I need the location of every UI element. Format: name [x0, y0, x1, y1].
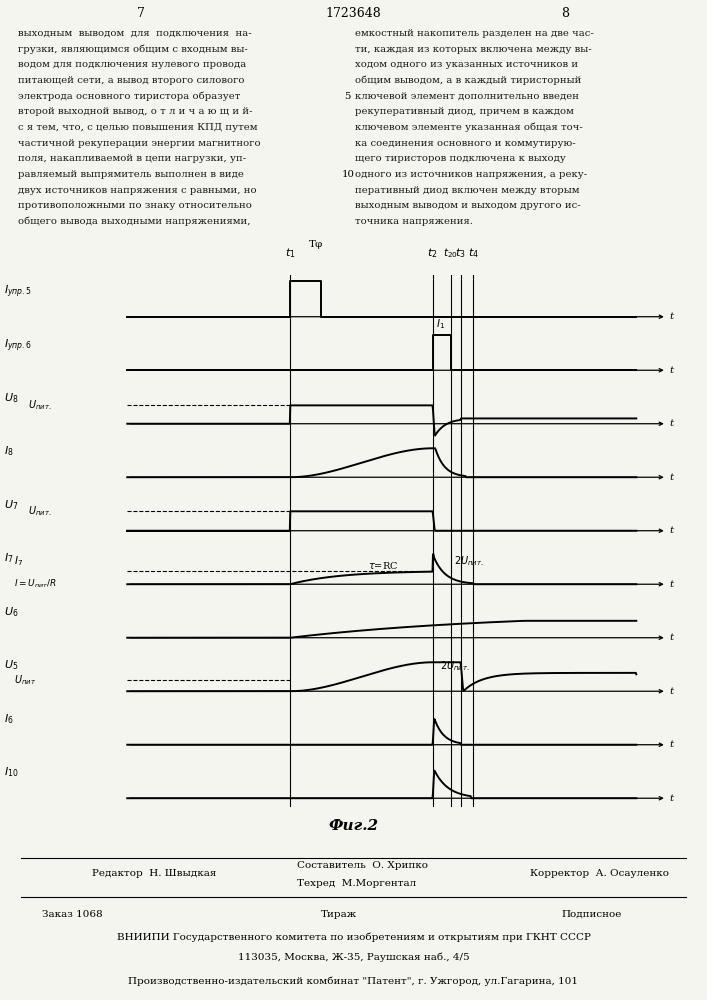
Text: $t_4$: $t_4$ [468, 246, 479, 260]
Text: t: t [670, 526, 674, 535]
Text: Tφ: Tφ [309, 240, 323, 249]
Text: Техред  М.Моргентал: Техред М.Моргентал [297, 879, 416, 888]
Text: ходом одного из указанных источников и: ходом одного из указанных источников и [355, 60, 578, 69]
Text: t: t [670, 473, 674, 482]
Text: $I_{упр.5}$: $I_{упр.5}$ [4, 284, 32, 300]
Text: $2U_{пит.}$: $2U_{пит.}$ [454, 554, 484, 568]
Text: $t_2$: $t_2$ [428, 246, 438, 260]
Text: ка соединения основного и коммутирую-: ка соединения основного и коммутирую- [355, 139, 575, 148]
Text: поля, накапливаемой в цепи нагрузки, уп-: поля, накапливаемой в цепи нагрузки, уп- [18, 154, 246, 163]
Text: двух источников напряжения с равными, но: двух источников напряжения с равными, но [18, 186, 257, 195]
Text: $U_6$: $U_6$ [4, 605, 18, 619]
Text: t: t [670, 580, 674, 589]
Text: Тираж: Тираж [321, 910, 358, 919]
Text: питающей сети, а вывод второго силового: питающей сети, а вывод второго силового [18, 76, 244, 85]
Text: Фиг.2: Фиг.2 [329, 819, 378, 833]
Text: щего тиристоров подключена к выходу: щего тиристоров подключена к выходу [355, 154, 566, 163]
Text: перативный диод включен между вторым: перативный диод включен между вторым [355, 186, 580, 195]
Text: водом для подключения нулевого провода: водом для подключения нулевого провода [18, 60, 246, 69]
Text: t: t [670, 740, 674, 749]
Text: 113035, Москва, Ж-35, Раушская наб., 4/5: 113035, Москва, Ж-35, Раушская наб., 4/5 [238, 953, 469, 962]
Text: 8: 8 [561, 7, 570, 20]
Text: ключевом элементе указанная общая точ-: ключевом элементе указанная общая точ- [355, 123, 583, 132]
Text: $I=U_{пит}/R$: $I=U_{пит}/R$ [14, 577, 57, 590]
Text: $I_{10}$: $I_{10}$ [4, 766, 18, 779]
Text: $t_1$: $t_1$ [285, 246, 296, 260]
Text: t: t [670, 312, 674, 321]
Text: t: t [670, 794, 674, 803]
Text: $U_{пит}$: $U_{пит}$ [14, 673, 36, 687]
Text: ВНИИПИ Государственного комитета по изобретениям и открытиям при ГКНТ СССР: ВНИИПИ Государственного комитета по изоб… [117, 932, 590, 942]
Text: $I_7$: $I_7$ [14, 554, 23, 568]
Text: выходным выводом и выходом другого ис-: выходным выводом и выходом другого ис- [355, 201, 580, 210]
Text: рекуперативный диод, причем в каждом: рекуперативный диод, причем в каждом [355, 107, 574, 116]
Text: электрода основного тиристора образует: электрода основного тиристора образует [18, 92, 240, 101]
Text: 5: 5 [344, 92, 351, 101]
Text: Заказ 1068: Заказ 1068 [42, 910, 103, 919]
Text: t: t [670, 366, 674, 375]
Text: $2U_{пит.}$: $2U_{пит.}$ [440, 660, 469, 673]
Text: t: t [670, 687, 674, 696]
Text: $I_{упр.6}$: $I_{упр.6}$ [4, 338, 32, 354]
Text: $I_7$: $I_7$ [4, 552, 13, 565]
Text: $\tau$=RC: $\tau$=RC [368, 560, 399, 571]
Text: $U_{пит.}$: $U_{пит.}$ [28, 398, 52, 412]
Text: $I_1$: $I_1$ [436, 317, 445, 331]
Text: грузки, являющимся общим с входным вы-: грузки, являющимся общим с входным вы- [18, 45, 247, 54]
Text: выходным  выводом  для  подключения  на-: выходным выводом для подключения на- [18, 29, 251, 38]
Text: Производственно-издательский комбинат "Патент", г. Ужгород, ул.Гагарина, 101: Производственно-издательский комбинат "П… [129, 976, 578, 986]
Text: Корректор  А. Осауленко: Корректор А. Осауленко [530, 869, 670, 878]
Text: общим выводом, а в каждый тиристорный: общим выводом, а в каждый тиристорный [355, 76, 581, 85]
Text: Редактор  Н. Швыдкая: Редактор Н. Швыдкая [92, 869, 216, 878]
Text: одного из источников напряжения, а реку-: одного из источников напряжения, а реку- [355, 170, 587, 179]
Text: 10: 10 [341, 170, 354, 179]
Text: $t_{20}$: $t_{20}$ [443, 246, 458, 260]
Text: второй выходной вывод, о т л и ч а ю щ и й-: второй выходной вывод, о т л и ч а ю щ и… [18, 107, 252, 116]
Text: $U_{пит.}$: $U_{пит.}$ [28, 504, 52, 518]
Text: ти, каждая из которых включена между вы-: ти, каждая из которых включена между вы- [355, 45, 592, 54]
Text: Подписное: Подписное [562, 910, 622, 919]
Text: противоположными по знаку относительно: противоположными по знаку относительно [18, 201, 252, 210]
Text: емкостный накопитель разделен на две час-: емкостный накопитель разделен на две час… [355, 29, 594, 38]
Text: t: t [670, 419, 674, 428]
Text: общего вывода выходными напряжениями,: общего вывода выходными напряжениями, [18, 217, 250, 226]
Text: точника напряжения.: точника напряжения. [355, 217, 473, 226]
Text: равляемый выпрямитель выполнен в виде: равляемый выпрямитель выполнен в виде [18, 170, 243, 179]
Text: частичной рекуперации энергии магнитного: частичной рекуперации энергии магнитного [18, 139, 260, 148]
Text: t: t [670, 633, 674, 642]
Text: $U_8$: $U_8$ [4, 391, 18, 405]
Text: 1723648: 1723648 [326, 7, 381, 20]
Text: $I_8$: $I_8$ [4, 445, 13, 458]
Text: ключевой элемент дополнительно введен: ключевой элемент дополнительно введен [355, 92, 579, 101]
Text: Составитель  О. Хрипко: Составитель О. Хрипко [297, 861, 428, 870]
Text: $I_6$: $I_6$ [4, 712, 13, 726]
Text: с я тем, что, с целью повышения КПД путем: с я тем, что, с целью повышения КПД путе… [18, 123, 257, 132]
Text: 7: 7 [137, 7, 146, 20]
Text: $U_7$: $U_7$ [4, 498, 18, 512]
Text: $t_3$: $t_3$ [455, 246, 466, 260]
Text: $U_5$: $U_5$ [4, 659, 18, 672]
